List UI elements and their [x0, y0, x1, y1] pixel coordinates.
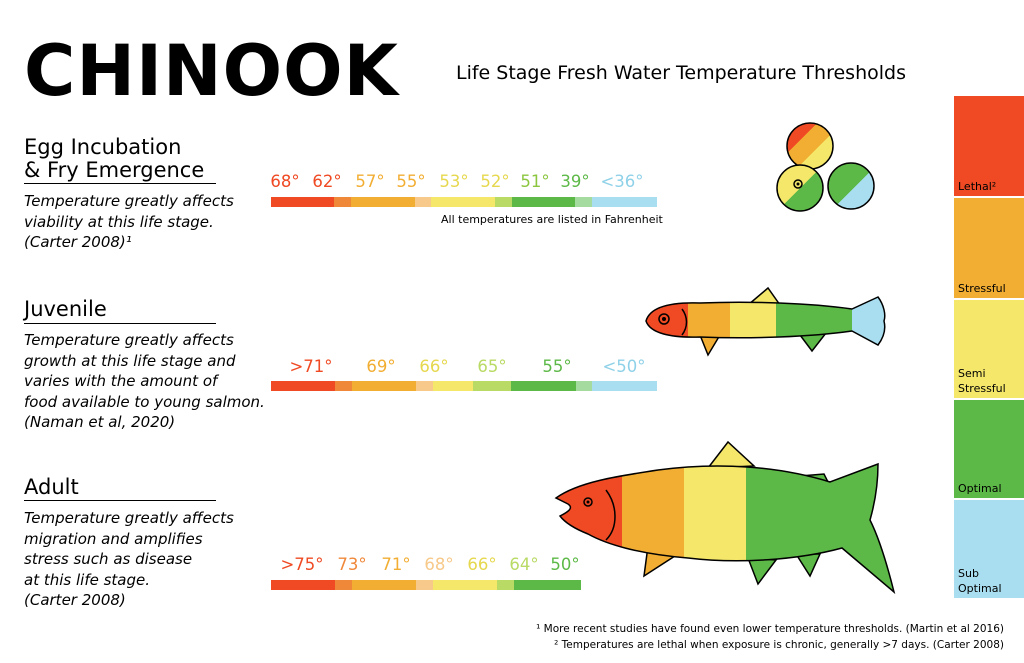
temp-label: 55° [396, 172, 426, 191]
temp-label: 57° [355, 172, 385, 191]
legend-lethal: Lethal² [954, 96, 1024, 196]
egg-icon [786, 122, 834, 170]
stage-desc-adult: Temperature greatly affects migration an… [24, 509, 234, 609]
stage-title-adult: Adult [24, 475, 79, 499]
legend-sub-optimal: Sub Optimal [954, 500, 1024, 598]
stage-desc-juvenile: Temperature greatly affects growth at th… [24, 331, 265, 431]
juvenile-salmon-illustration [645, 286, 886, 357]
salmon-eggs-illustration [776, 122, 875, 212]
temperature-bar-juvenile [271, 381, 657, 391]
stage-underline [24, 323, 216, 324]
temp-label: 66° [467, 555, 497, 574]
footnote-2: ² Temperatures are lethal when exposure … [554, 639, 1004, 651]
fahrenheit-note: All temperatures are listed in Fahrenhei… [441, 213, 663, 226]
temp-label: 53° [439, 172, 469, 191]
temp-label: <50° [602, 357, 646, 376]
chinook-logo: CHINOOK [24, 32, 401, 104]
temp-label: >75° [280, 555, 324, 574]
temperature-bar-egg [271, 197, 658, 207]
temp-label: 52° [480, 172, 510, 191]
temp-label: <36° [600, 172, 644, 191]
stage-title-egg-line1: Egg Incubation [24, 135, 182, 159]
temp-label: 68° [424, 555, 454, 574]
egg-icon [827, 162, 875, 210]
temp-label: 71° [381, 555, 411, 574]
temp-label: 69° [366, 357, 396, 376]
stage-underline [24, 183, 216, 184]
temp-label: 64° [509, 555, 539, 574]
stage-desc-egg: Temperature greatly affects viability at… [24, 192, 234, 251]
stage-underline [24, 500, 216, 501]
egg-eye-icon [793, 179, 803, 189]
temp-label: 39° [560, 172, 590, 191]
temp-label: 68° [270, 172, 300, 191]
temp-label: 66° [419, 357, 449, 376]
subtitle: Life Stage Fresh Water Temperature Thres… [456, 62, 906, 84]
legend-stressful: Stressful [954, 198, 1024, 298]
temp-label: 50° [550, 555, 580, 574]
temp-label: >71° [289, 357, 333, 376]
fish-eye-icon [583, 497, 593, 507]
fish-eye-icon [658, 313, 670, 325]
adult-salmon-illustration [554, 440, 896, 595]
temp-label: 55° [542, 357, 572, 376]
stage-title-juvenile: Juvenile [24, 297, 107, 321]
temperature-bar-adult [271, 580, 581, 590]
temp-label: 65° [477, 357, 507, 376]
legend-optimal: Optimal [954, 400, 1024, 498]
temp-label: 51° [520, 172, 550, 191]
temp-label: 62° [312, 172, 342, 191]
logo-text: CHINOOK [24, 32, 401, 104]
temp-label: 73° [337, 555, 367, 574]
stage-title-egg-line2: & Fry Emergence [24, 158, 205, 182]
footnote-1: ¹ More recent studies have found even lo… [536, 623, 1004, 635]
legend-semi-stressful: Semi Stressful [954, 300, 1024, 398]
